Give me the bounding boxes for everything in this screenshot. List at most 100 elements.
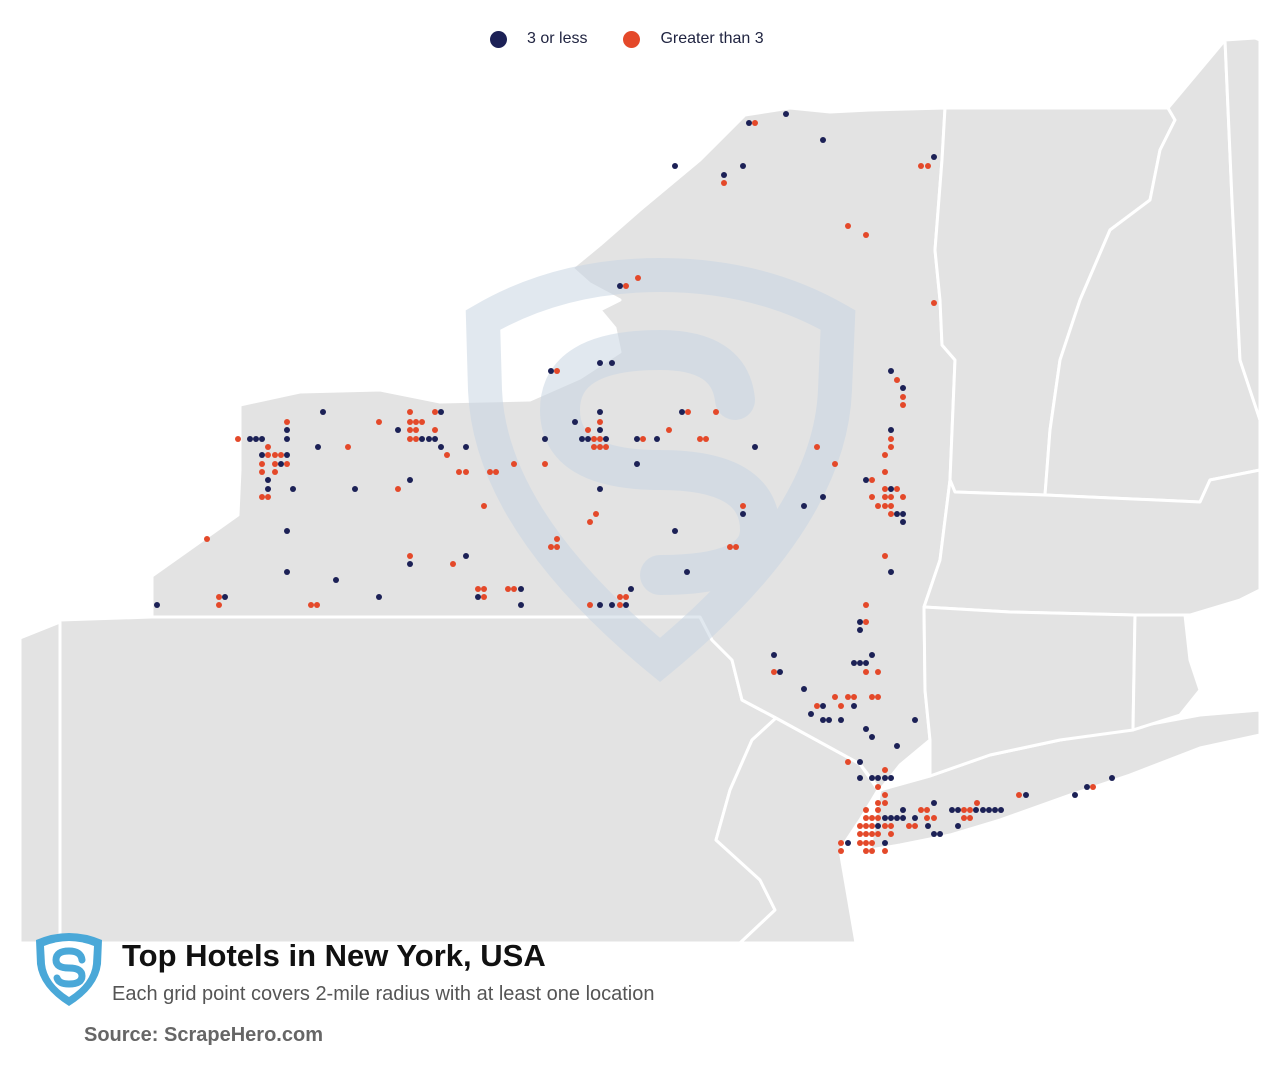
grid-point-greater-than-3 — [597, 436, 603, 442]
grid-point-greater-than-3 — [259, 494, 265, 500]
grid-point-3-or-less — [882, 775, 888, 781]
grid-point-3-or-less — [820, 494, 826, 500]
grid-point-greater-than-3 — [882, 452, 888, 458]
grid-point-3-or-less — [542, 436, 548, 442]
grid-point-greater-than-3 — [900, 494, 906, 500]
grid-point-3-or-less — [572, 419, 578, 425]
grid-point-greater-than-3 — [505, 586, 511, 592]
grid-point-greater-than-3 — [284, 419, 290, 425]
grid-point-greater-than-3 — [875, 784, 881, 790]
grid-point-greater-than-3 — [869, 694, 875, 700]
grid-point-3-or-less — [992, 807, 998, 813]
grid-point-greater-than-3 — [863, 619, 869, 625]
grid-point-greater-than-3 — [875, 807, 881, 813]
grid-point-3-or-less — [609, 602, 615, 608]
grid-point-3-or-less — [851, 703, 857, 709]
grid-point-greater-than-3 — [961, 815, 967, 821]
grid-point-3-or-less — [826, 717, 832, 723]
grid-point-3-or-less — [154, 602, 160, 608]
grid-point-greater-than-3 — [265, 444, 271, 450]
grid-point-3-or-less — [475, 594, 481, 600]
grid-point-3-or-less — [376, 594, 382, 600]
grid-point-3-or-less — [875, 775, 881, 781]
grid-point-greater-than-3 — [882, 800, 888, 806]
grid-point-greater-than-3 — [265, 452, 271, 458]
grid-point-3-or-less — [585, 436, 591, 442]
grid-point-greater-than-3 — [752, 120, 758, 126]
grid-point-greater-than-3 — [597, 444, 603, 450]
grid-point-3-or-less — [628, 586, 634, 592]
grid-point-greater-than-3 — [882, 823, 888, 829]
grid-point-3-or-less — [1072, 792, 1078, 798]
grid-point-3-or-less — [746, 120, 752, 126]
grid-point-greater-than-3 — [882, 469, 888, 475]
grid-point-3-or-less — [863, 477, 869, 483]
legend-label-high: Greater than 3 — [660, 30, 764, 47]
grid-point-greater-than-3 — [216, 602, 222, 608]
grid-point-3-or-less — [857, 660, 863, 666]
grid-point-3-or-less — [888, 368, 894, 374]
grid-point-3-or-less — [438, 444, 444, 450]
grid-point-greater-than-3 — [863, 848, 869, 854]
grid-point-greater-than-3 — [967, 807, 973, 813]
grid-point-greater-than-3 — [597, 419, 603, 425]
hotel-grid-points — [154, 111, 1115, 854]
grid-point-3-or-less — [617, 283, 623, 289]
grid-point-3-or-less — [882, 840, 888, 846]
grid-point-greater-than-3 — [345, 444, 351, 450]
grid-point-greater-than-3 — [863, 831, 869, 837]
grid-point-3-or-less — [937, 831, 943, 837]
grid-point-3-or-less — [426, 436, 432, 442]
grid-point-greater-than-3 — [314, 602, 320, 608]
grid-point-greater-than-3 — [1090, 784, 1096, 790]
grid-point-greater-than-3 — [272, 461, 278, 467]
grid-point-3-or-less — [247, 436, 253, 442]
grid-point-3-or-less — [672, 528, 678, 534]
grid-point-greater-than-3 — [475, 586, 481, 592]
grid-point-3-or-less — [740, 511, 746, 517]
grid-point-3-or-less — [609, 360, 615, 366]
grid-point-greater-than-3 — [869, 494, 875, 500]
grid-point-greater-than-3 — [511, 461, 517, 467]
grid-point-3-or-less — [894, 743, 900, 749]
grid-point-greater-than-3 — [875, 669, 881, 675]
grid-point-3-or-less — [352, 486, 358, 492]
grid-point-greater-than-3 — [900, 402, 906, 408]
grid-point-greater-than-3 — [882, 503, 888, 509]
grid-point-3-or-less — [222, 594, 228, 600]
grid-point-greater-than-3 — [845, 759, 851, 765]
grid-point-greater-than-3 — [635, 275, 641, 281]
grid-point-3-or-less — [875, 823, 881, 829]
grid-point-greater-than-3 — [894, 486, 900, 492]
grid-point-greater-than-3 — [272, 452, 278, 458]
grid-point-greater-than-3 — [882, 486, 888, 492]
grid-point-3-or-less — [851, 660, 857, 666]
grid-point-greater-than-3 — [857, 840, 863, 846]
grid-point-3-or-less — [407, 477, 413, 483]
grid-point-greater-than-3 — [640, 436, 646, 442]
grid-point-3-or-less — [925, 823, 931, 829]
grid-point-greater-than-3 — [727, 544, 733, 550]
grid-point-3-or-less — [463, 553, 469, 559]
grid-point-greater-than-3 — [845, 223, 851, 229]
grid-point-3-or-less — [463, 444, 469, 450]
grid-point-greater-than-3 — [204, 536, 210, 542]
grid-point-greater-than-3 — [259, 461, 265, 467]
grid-point-greater-than-3 — [740, 503, 746, 509]
grid-point-3-or-less — [857, 619, 863, 625]
grid-point-3-or-less — [955, 823, 961, 829]
grid-point-greater-than-3 — [882, 792, 888, 798]
grid-point-3-or-less — [882, 815, 888, 821]
grid-point-3-or-less — [973, 807, 979, 813]
grid-point-3-or-less — [603, 436, 609, 442]
grid-point-3-or-less — [888, 427, 894, 433]
grid-point-greater-than-3 — [548, 544, 554, 550]
grid-point-greater-than-3 — [906, 823, 912, 829]
grid-point-3-or-less — [679, 409, 685, 415]
legend-item-high: Greater than 3 — [623, 30, 764, 48]
grid-point-3-or-less — [857, 627, 863, 633]
grid-point-3-or-less — [900, 815, 906, 821]
grid-point-3-or-less — [955, 807, 961, 813]
grid-point-greater-than-3 — [857, 823, 863, 829]
grid-point-greater-than-3 — [882, 553, 888, 559]
